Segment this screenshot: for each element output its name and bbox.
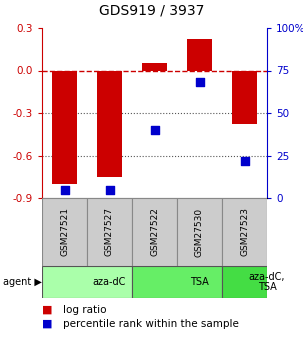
Text: aza-dC: aza-dC bbox=[93, 277, 126, 287]
Text: GSM27527: GSM27527 bbox=[105, 207, 114, 256]
Bar bbox=[42, 198, 87, 266]
Text: GSM27522: GSM27522 bbox=[150, 208, 159, 256]
Text: GSM27530: GSM27530 bbox=[195, 207, 204, 257]
Point bbox=[197, 80, 202, 85]
Bar bbox=[97, 70, 122, 177]
Text: aza-dC,
TSA: aza-dC, TSA bbox=[249, 272, 285, 293]
Bar bbox=[177, 198, 222, 266]
Bar bbox=[132, 266, 222, 298]
Text: GDS919 / 3937: GDS919 / 3937 bbox=[99, 3, 204, 17]
Text: TSA: TSA bbox=[190, 277, 209, 287]
Bar bbox=[232, 70, 257, 124]
Text: GSM27523: GSM27523 bbox=[240, 207, 249, 256]
Bar bbox=[222, 266, 267, 298]
Text: log ratio: log ratio bbox=[63, 305, 107, 315]
Bar bbox=[187, 39, 212, 70]
Text: agent ▶: agent ▶ bbox=[3, 277, 42, 287]
Bar bbox=[142, 63, 167, 70]
Text: ■: ■ bbox=[42, 319, 52, 329]
Bar bbox=[222, 198, 267, 266]
Bar bbox=[87, 198, 132, 266]
Point bbox=[152, 127, 157, 133]
Bar bbox=[132, 198, 177, 266]
Bar bbox=[52, 70, 77, 184]
Bar bbox=[42, 266, 132, 298]
Text: ■: ■ bbox=[42, 305, 52, 315]
Point bbox=[62, 187, 67, 192]
Text: percentile rank within the sample: percentile rank within the sample bbox=[63, 319, 239, 329]
Point bbox=[242, 158, 247, 164]
Text: GSM27521: GSM27521 bbox=[60, 207, 69, 256]
Point bbox=[107, 187, 112, 192]
